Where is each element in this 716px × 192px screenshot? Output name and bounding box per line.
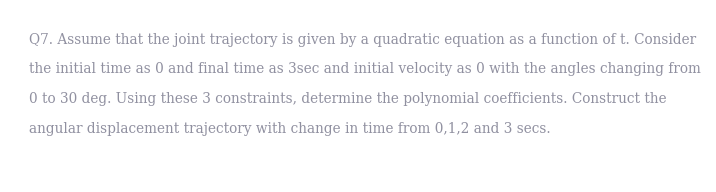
Text: Q7. Assume that the joint trajectory is given by a quadratic equation as a funct: Q7. Assume that the joint trajectory is … [29, 33, 696, 47]
Text: 0 to 30 deg. Using these 3 constraints, determine the polynomial coefficients. C: 0 to 30 deg. Using these 3 constraints, … [29, 92, 667, 106]
Text: the initial time as 0 and final time as 3sec and initial velocity as 0 with the : the initial time as 0 and final time as … [29, 62, 700, 76]
Text: angular displacement trajectory with change in time from 0,1,2 and 3 secs.: angular displacement trajectory with cha… [29, 122, 551, 136]
